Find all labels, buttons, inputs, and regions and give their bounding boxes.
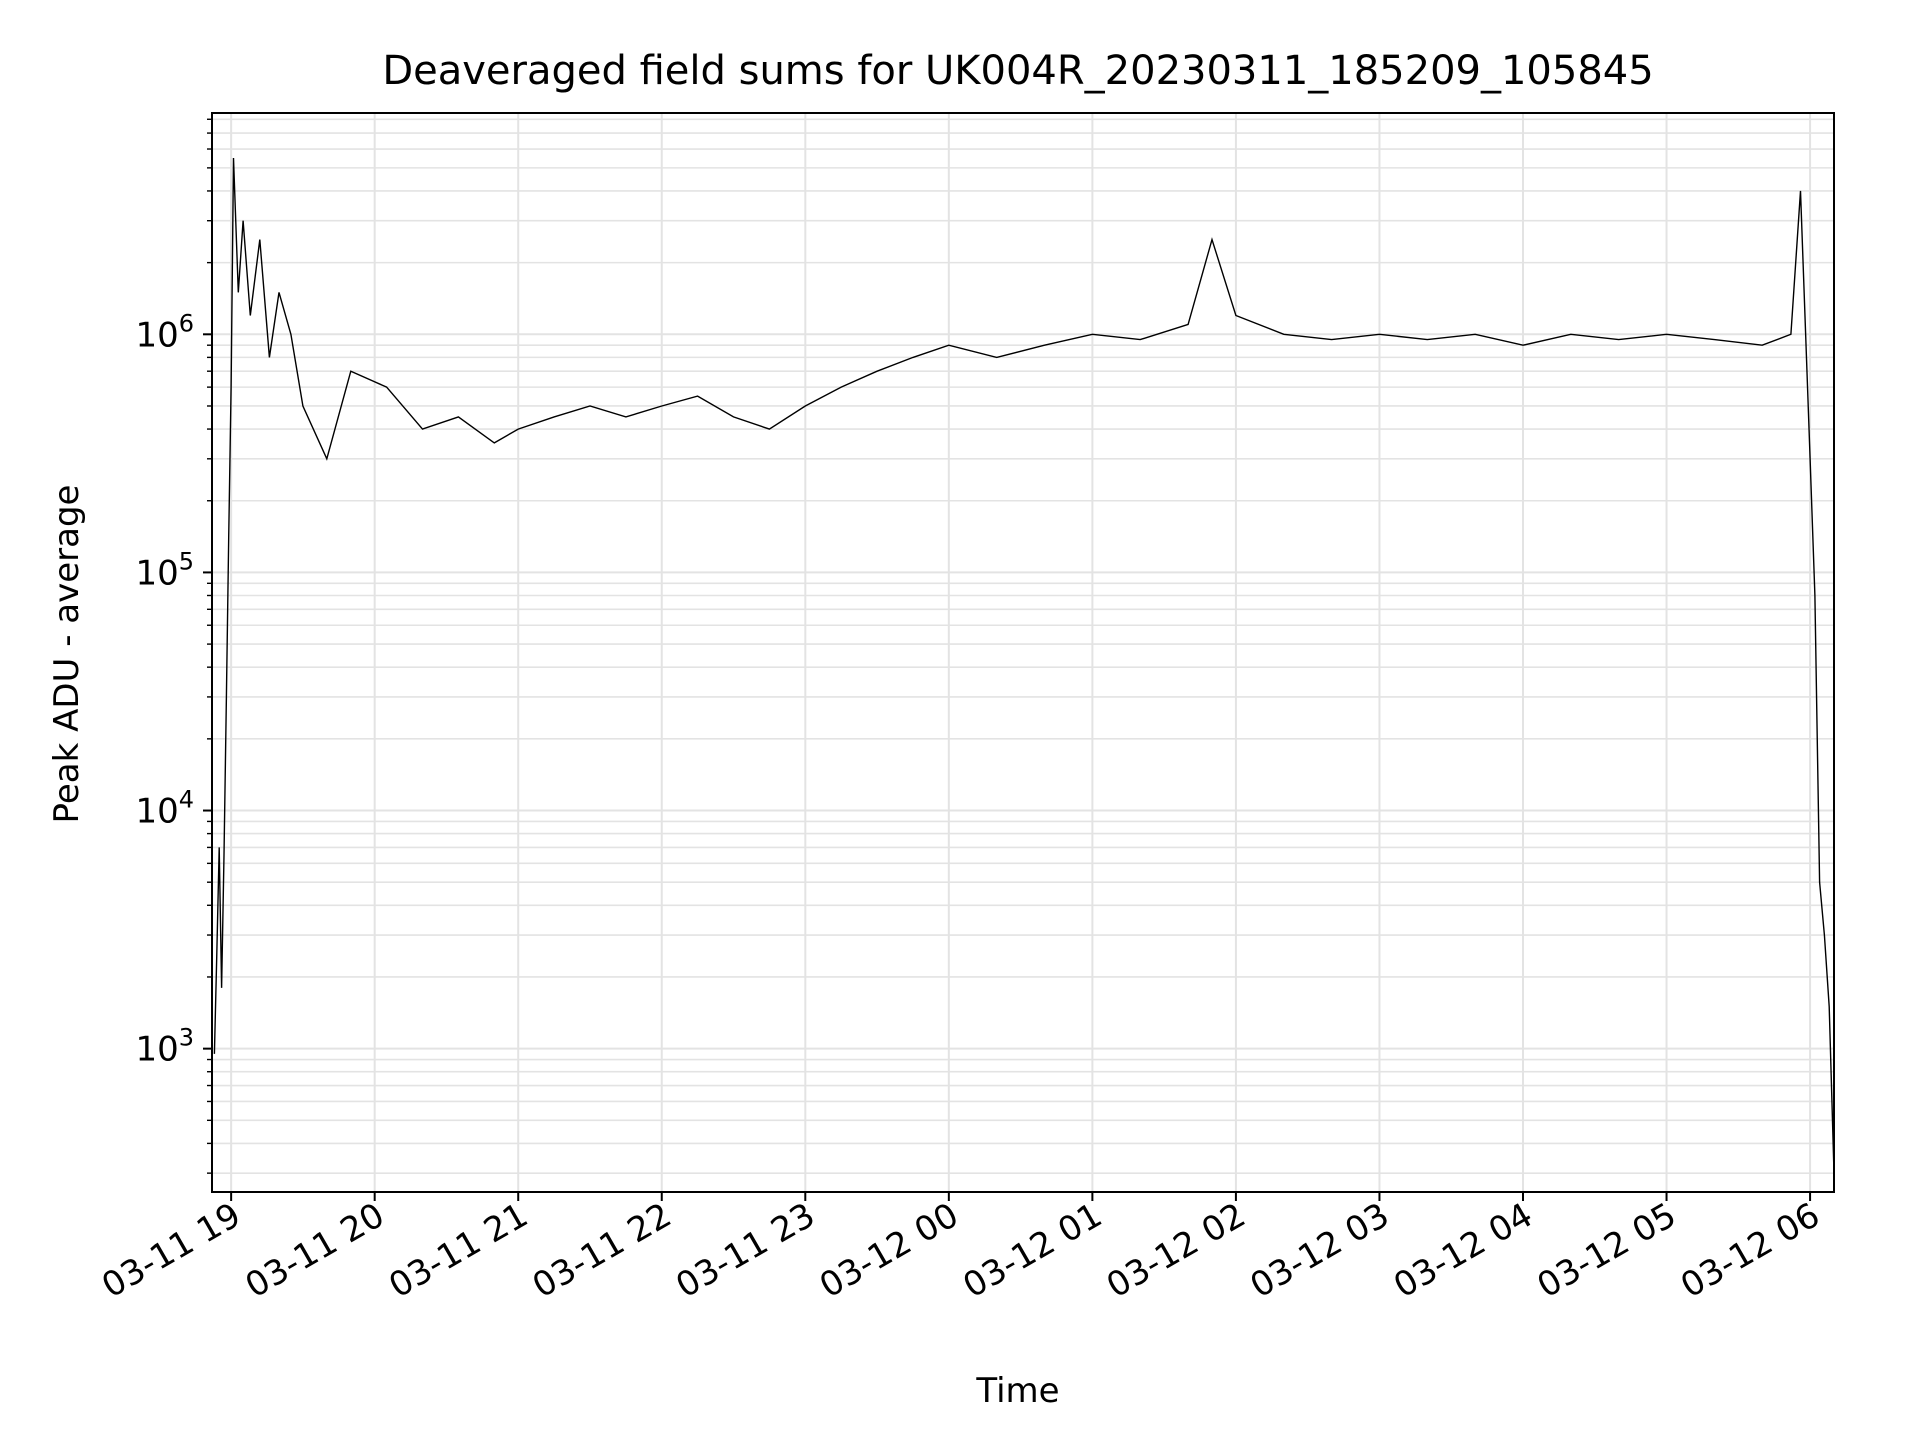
plot-frame (211, 112, 1835, 1193)
series-line (213, 157, 1835, 1174)
x-axis-label: Time (975, 1371, 1059, 1411)
series-layer (213, 157, 1835, 1174)
y-axis: 103 104 105 106 (135, 118, 212, 1174)
grid (212, 113, 1834, 1192)
y-tick-label: 103 (135, 1024, 194, 1070)
y-tick-label: 106 (135, 309, 194, 355)
y-tick-label: 104 (135, 786, 194, 832)
y-tick-label: 105 (135, 547, 194, 593)
chart-title: Deaveraged field sums for UK004R_2023031… (382, 48, 1653, 94)
y-axis-label: Peak ADU - average (47, 485, 87, 824)
